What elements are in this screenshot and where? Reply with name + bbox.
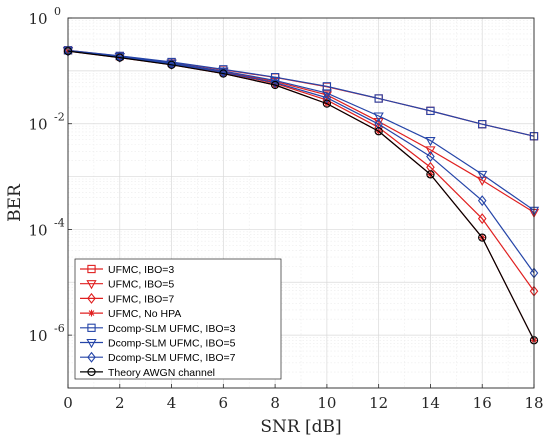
x-tick-label: 0: [63, 394, 73, 412]
data-point: [373, 112, 384, 122]
data-point: [219, 69, 228, 78]
series-line: [67, 49, 535, 137]
x-tick-labels: 0 2 4 6 8 10 12 14 16 18: [63, 384, 544, 412]
data-point: [115, 53, 124, 62]
legend-marker: [86, 280, 97, 290]
legend-marker: [87, 351, 96, 363]
y-tick-exponent: -6: [54, 322, 65, 335]
legend-entry: UFMC, IBO=3: [80, 264, 174, 276]
data-point: [477, 170, 488, 181]
x-tick-label: 10: [317, 394, 336, 412]
data-point: [478, 120, 487, 129]
data-point: [426, 170, 435, 179]
data-point: [270, 80, 280, 90]
y-tick-labels: 10 0 10 -2 10 -4 10 -6: [28, 5, 72, 345]
data-point: [374, 118, 383, 130]
y-tick-label: 10: [28, 327, 47, 345]
legend-marker: [88, 309, 95, 317]
data-point: [426, 106, 435, 116]
y-tick-label: 10: [28, 116, 47, 134]
data-point: [477, 195, 487, 207]
legend-label: UFMC, IBO=7: [108, 293, 174, 305]
legend-entry: Dcomp-SLM UFMC, IBO=3: [80, 323, 236, 335]
series-line: [67, 50, 535, 274]
x-tick-label: 6: [219, 394, 229, 412]
series-line: [67, 50, 535, 341]
x-tick-label: 8: [270, 394, 280, 412]
legend-label: Dcomp-SLM UFMC, IBO=3: [108, 323, 236, 335]
x-tick-label: 2: [115, 394, 125, 412]
x-tick-label: 14: [421, 394, 440, 412]
legend-entry: Dcomp-SLM UFMC, IBO=5: [80, 338, 236, 350]
legend-label: Dcomp-SLM UFMC, IBO=5: [108, 338, 236, 350]
x-tick-label: 16: [473, 394, 492, 412]
legend-label: UFMC, IBO=3: [108, 264, 174, 276]
data-point: [425, 146, 436, 156]
y-tick-exponent: 0: [54, 5, 61, 18]
legend-box: [74, 258, 282, 380]
y-tick-label: 10: [28, 10, 47, 28]
data-point: [374, 127, 383, 136]
x-tick-label: 4: [167, 394, 177, 412]
y-tick-exponent: -2: [54, 111, 65, 124]
legend-marker: [87, 367, 96, 377]
data-point: [322, 92, 332, 104]
axes-box: [67, 17, 535, 389]
y-tick-label: 10: [28, 221, 47, 239]
legend-entry: UFMC, IBO=5: [80, 279, 174, 291]
legend-marker: [87, 292, 96, 304]
legend-entry: UFMC, No HPA: [80, 308, 181, 320]
data-point: [478, 233, 487, 242]
legend: UFMC, IBO=3 UFMC, IBO=5 UFMC, IBO=7 UFMC, N…: [74, 258, 282, 380]
x-tick-label: 12: [369, 394, 388, 412]
data-point: [477, 213, 487, 225]
data-point: [270, 77, 280, 89]
series-layer: [62, 45, 540, 345]
data-point: [426, 150, 435, 162]
legend-label: Theory AWGN channel: [108, 367, 215, 379]
y-axis-label: BER: [5, 183, 25, 222]
legend-marker: [86, 338, 97, 349]
data-point: [374, 94, 383, 103]
legend-entry: Dcomp-SLM UFMC, IBO=7: [80, 351, 236, 364]
legend-label: UFMC, IBO=5: [108, 279, 174, 291]
x-tick-label: 18: [524, 394, 543, 412]
legend-marker: [87, 264, 96, 274]
series-line: [67, 50, 535, 211]
x-axis-label: SNR [dB]: [260, 417, 341, 437]
legend-entry: UFMC, IBO=7: [80, 292, 174, 305]
legend-label: UFMC, No HPA: [108, 308, 181, 320]
data-point: [322, 99, 332, 108]
data-point: [321, 89, 333, 99]
legend-label: Dcomp-SLM UFMC, IBO=7: [108, 352, 236, 364]
data-point: [167, 60, 176, 69]
data-point: [477, 176, 488, 187]
legend-entry: Theory AWGN channel: [80, 367, 215, 379]
legend-marker: [87, 323, 96, 332]
y-tick-exponent: -4: [54, 216, 65, 229]
data-point: [425, 137, 436, 147]
